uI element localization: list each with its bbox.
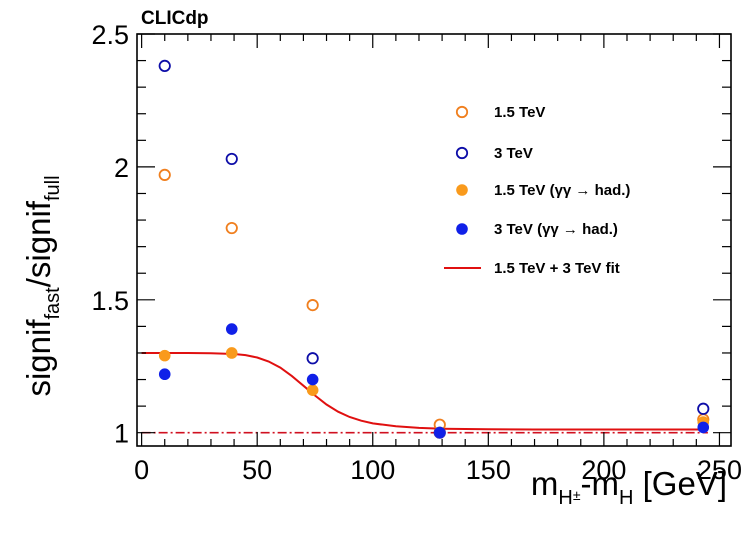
open-marker-series-2 [158,59,171,72]
y-axis-label-signif: signif [20,319,57,397]
y-tick-label: 1 [114,419,129,449]
legend-label-1: 1.5 TeV [494,104,545,121]
legend: 1.5 TeV 3 TeV 1.5 TeV (γγ → had.) 3 TeV (γγ… [444,104,630,277]
x-tick-label: 150 [466,455,511,485]
filled-marker-series-3 [306,384,319,396]
open-marker-series-1 [225,221,238,235]
axis-ticks: 0 50 100 150 200 250 1 1.5 2 2.5 [91,20,742,485]
filled-marker-series-3 [158,349,171,362]
open-marker-series-2 [225,152,238,166]
y-tick-label: 2 [114,153,129,183]
data-points-layer [158,59,710,439]
x-axis-label-dash: -m [581,465,619,502]
legend-marker-2 [455,146,469,160]
x-axis-label-m: m [531,465,559,502]
y-axis-label-sub-fast: fast [42,287,64,320]
y-axis-label-sub-full: full [42,175,64,201]
x-axis-label-sup: ± [573,487,581,503]
plot-border [136,33,732,447]
open-marker-series-1 [158,168,171,181]
y-tick-label: 2.5 [91,20,129,50]
filled-marker-series-4 [306,373,319,386]
filled-marker-series-4 [433,426,446,439]
x-tick-label: 100 [350,455,395,485]
legend-label-4: 3 TeV (γγ → had.) [494,221,618,238]
open-marker-series-2 [697,402,710,415]
x-axis-label-sub-h2: H [619,487,633,509]
x-axis-label: mH±-mH [GeV] [531,465,727,509]
x-tick-label: 0 [134,455,149,485]
x-axis-label-sub-h: H [558,487,572,509]
open-marker-series-2 [306,352,319,365]
legend-label-3: 1.5 TeV (γγ → had.) [494,182,630,199]
plot-frame [136,33,732,447]
legend-marker-1 [455,105,469,119]
filled-marker-series-4 [225,323,238,335]
y-axis-label: signiffast/signiffull [20,175,64,396]
y-axis-label-slash: /signif [20,200,57,287]
filled-marker-series-4 [158,368,171,381]
filled-marker-series-3 [225,347,238,359]
x-axis-label-unit: [GeV] [633,465,727,502]
x-tick-label: 250 [697,455,742,485]
legend-marker-3 [456,184,468,196]
collaboration-label: CLICdp [141,8,209,29]
x-tick-label: 200 [581,455,626,485]
fit-curve-layer [141,352,708,431]
filled-marker-series-4 [697,421,710,434]
legend-label-fit: 1.5 TeV + 3 TeV fit [494,260,620,277]
legend-marker-4 [456,223,468,235]
open-marker-series-1 [306,299,319,312]
y-tick-label: 1.5 [91,286,129,316]
fit-curve [141,352,708,431]
legend-label-2: 3 TeV [494,145,533,162]
x-tick-label: 50 [242,455,272,485]
